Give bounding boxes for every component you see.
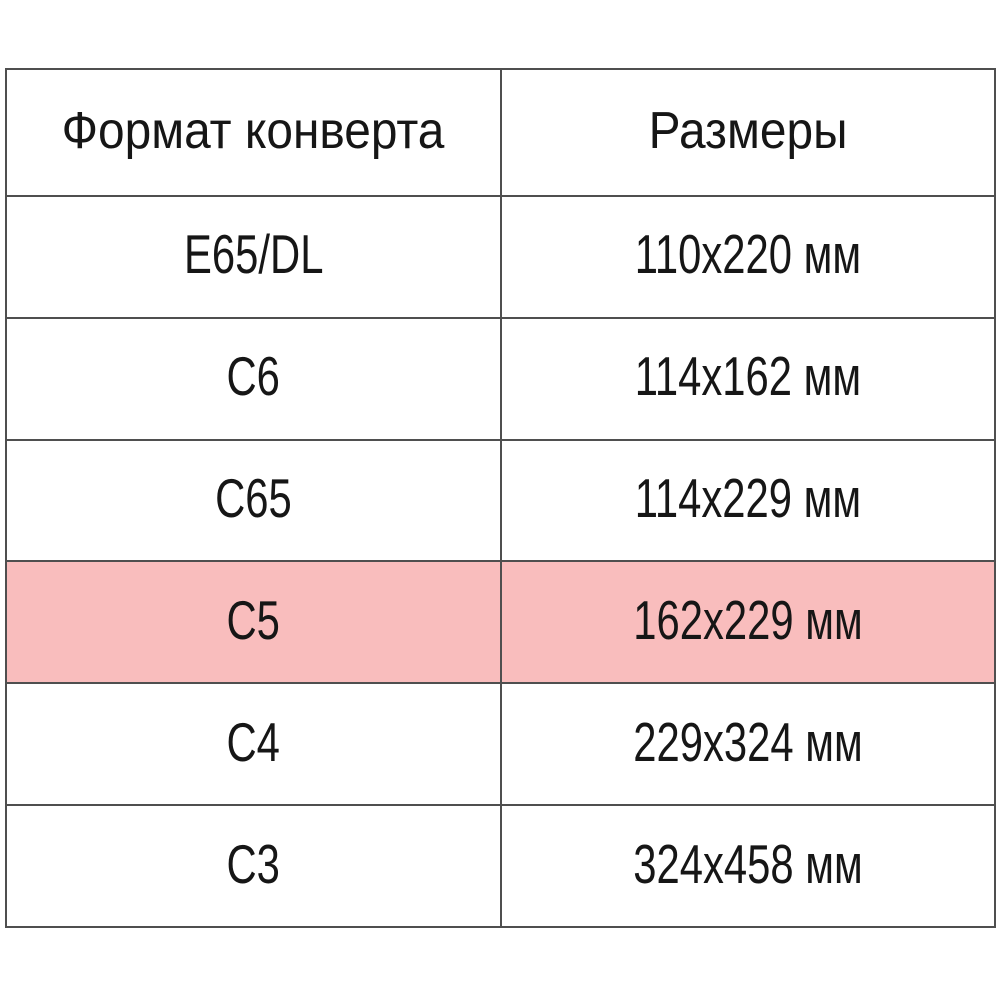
format-cell: C6 [7, 319, 500, 439]
size-cell: 114x229 мм [499, 440, 994, 561]
table-row-highlighted: C5 162x229 мм [7, 560, 994, 683]
size-value: 114x162 мм [634, 345, 861, 408]
size-value: 110x220 мм [634, 223, 861, 286]
format-value: C6 [226, 345, 280, 408]
size-value: 324x458 мм [632, 832, 863, 895]
format-cell: C4 [7, 684, 500, 804]
envelope-size-table: Формат конверта Размеры E65/DL 110x220 м… [5, 68, 996, 928]
table-row: C4 229x324 мм [7, 682, 994, 805]
size-value: 162x229 мм [632, 588, 863, 651]
table-row: C65 114x229 мм [7, 438, 994, 561]
format-cell: C5 [7, 562, 500, 682]
size-value: 114x229 мм [634, 467, 861, 530]
format-value: C4 [226, 710, 280, 773]
table-row: E65/DL 110x220 мм [7, 195, 994, 317]
size-cell: 229x324 мм [499, 684, 994, 805]
format-cell: E65/DL [7, 197, 500, 317]
format-cell: C65 [7, 441, 500, 561]
format-value: C3 [226, 832, 280, 895]
size-value: 229x324 мм [632, 710, 863, 773]
header-cell-sizes: Размеры [499, 70, 994, 195]
format-value: E65/DL [183, 223, 323, 286]
table-row: C6 114x162 мм [7, 316, 994, 439]
format-value: C5 [226, 588, 280, 651]
size-cell: 162x229 мм [499, 562, 994, 683]
header-label-sizes: Размеры [648, 101, 848, 160]
size-cell: 114x162 мм [499, 318, 994, 439]
size-cell: 324x458 мм [499, 806, 994, 926]
format-cell: C3 [7, 806, 500, 926]
size-cell: 110x220 мм [499, 197, 994, 317]
format-value: C65 [214, 467, 292, 530]
header-label-format: Формат конверта [61, 101, 445, 160]
header-row: Формат конверта Размеры [7, 70, 994, 195]
table-row: C3 324x458 мм [7, 804, 994, 926]
header-cell-format: Формат конверта [7, 70, 500, 195]
